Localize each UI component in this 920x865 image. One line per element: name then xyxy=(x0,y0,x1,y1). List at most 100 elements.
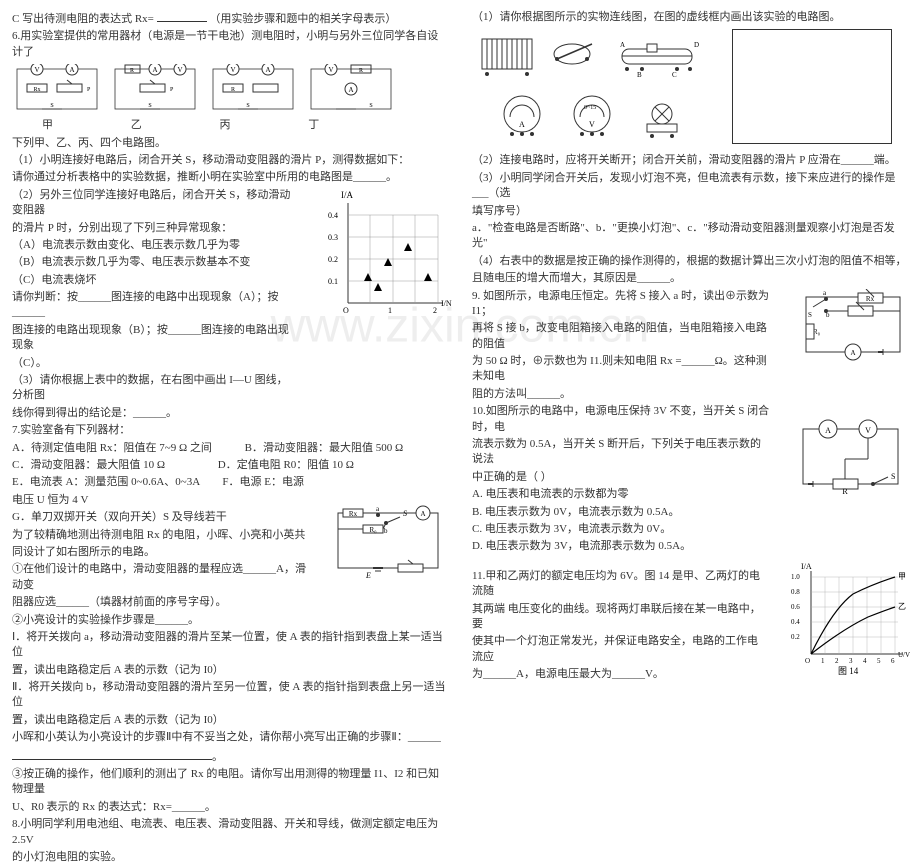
q6-1: （1）小明连接好电路后，闭合开关 S，移动滑动变阻器的滑片 P，测得数据如下： xyxy=(12,153,448,168)
r-q9d: 阻的方法叫______。 xyxy=(472,387,772,402)
q7-G: G．单刀双掷开关（双向开关）S 及导线若干 xyxy=(12,510,312,525)
circuit-ding: V R A S xyxy=(306,64,396,114)
svg-text:A: A xyxy=(265,66,270,74)
svg-text:C: C xyxy=(672,71,677,79)
svg-text:S: S xyxy=(808,311,812,319)
chart11: I/A 1.0 0.8 0.6 0.4 0.2 O 1 2 3 4 5 6 U/… xyxy=(783,559,913,679)
q6-judge2: 图连接的电路出现现象（B）；按______图连接的电路出现现象 xyxy=(12,323,292,354)
svg-text:1.0: 1.0 xyxy=(791,573,800,581)
q6-1b: 请你通过分析表格中的实验数据，推断小明在实验室中所用的电路图是______。 xyxy=(12,170,448,185)
q6-B: （B）电流表示数几乎为零、电压表示数基本不变 xyxy=(12,255,292,270)
circuits-row: V A Rx P S R A V P S V A R xyxy=(12,64,448,114)
circuit9: a Sb Rx R₀ A xyxy=(798,289,908,364)
svg-text:0.4: 0.4 xyxy=(791,618,800,626)
svg-text:R: R xyxy=(842,487,848,496)
chart11-caption: 图 14 xyxy=(838,666,859,676)
svg-text:I/A: I/A xyxy=(341,190,353,200)
q7: 7.实验室备有下列器材： xyxy=(12,423,448,438)
r-q11d: 为______A，电源电压最大为______V。 xyxy=(472,667,762,682)
r-q1: （1）请你根据图所示的实物连线图，在图的虚线框内画出该实验的电路图。 xyxy=(472,10,908,25)
right-column: （1）请你根据图所示的实物连线图，在图的虚线框内画出该实验的电路图。 A B C xyxy=(460,0,920,651)
q7-I: Ⅰ．将开关拨向 a，移动滑动变阻器的滑片至某一位置，使 A 表的指针指到表盘上某… xyxy=(12,630,448,661)
c-expression-line: C 写出待测电阻的表达式 Rx= （用实验步骤和题中的相关字母表示） xyxy=(12,10,448,27)
svg-text:B: B xyxy=(637,71,642,79)
r-q10c: 中正确的是（ ） xyxy=(472,470,772,485)
svg-text:E: E xyxy=(365,571,371,580)
svg-text:O: O xyxy=(805,657,810,665)
r-q11b: 其两端 电压变化的曲线。现将两灯串联后接在某一电路中，要 xyxy=(472,602,762,633)
svg-text:b: b xyxy=(384,527,388,535)
svg-text:A: A xyxy=(69,66,74,74)
page: C 写出待测电阻的表达式 Rx= （用实验步骤和题中的相关字母表示） 6.用实验… xyxy=(0,0,920,651)
svg-text:V: V xyxy=(589,120,595,129)
svg-text:V: V xyxy=(328,66,333,74)
q6-intro: 6.用实验室提供的常用器材（电源是一节干电池）测电阻时，小明与另外三位同学各自设… xyxy=(12,29,448,60)
svg-text:I/N: I/N xyxy=(441,299,452,308)
svg-text:a: a xyxy=(823,289,827,297)
q7-E: E．电流表 A：测量范围 0~0.6A、0~3A xyxy=(12,476,200,488)
svg-text:乙: 乙 xyxy=(898,602,906,611)
q7-A: A．待测定值电阻 Rx：阻值在 7~9 Ω 之间 xyxy=(12,442,212,454)
svg-text:A: A xyxy=(348,86,353,94)
q7-err: 小晖和小英认为小亮设计的步骤Ⅱ中有不妥当之处，请你帮小亮写出正确的步骤Ⅱ：___… xyxy=(12,730,448,745)
svg-text:0~15: 0~15 xyxy=(584,105,596,111)
circuit-labels: 甲 乙 丙 丁 xyxy=(12,118,448,133)
svg-text:0.1: 0.1 xyxy=(328,277,338,286)
svg-text:I/A: I/A xyxy=(801,562,812,571)
r-q11c: 使其中一个灯泡正常发光，并保证电路安全，电路的工作电流应 xyxy=(472,634,762,665)
r-q10: 10.如图所示的电路中，电源电压保持 3V 不变，当开关 S 闭合时，电 xyxy=(472,404,772,435)
svg-text:U/V: U/V xyxy=(898,651,910,659)
q7-q1b: 阻器应选______（填器材前面的序号字母）。 xyxy=(12,595,312,610)
svg-text:V: V xyxy=(34,66,39,74)
q7-II: Ⅱ．将开关拨向 b，移动滑动变阻器的滑片至另一位置，使 A 表的指针指到表盘上另… xyxy=(12,680,448,711)
q7-err2: 。 xyxy=(12,748,448,765)
q6-C: （C）电流表烧坏 xyxy=(12,273,292,288)
svg-text:P: P xyxy=(170,87,174,93)
svg-text:2: 2 xyxy=(835,657,839,665)
svg-text:R: R xyxy=(231,87,235,93)
q6-2b: 的滑片 P 时，分别出现了下列三种异常现象： xyxy=(12,221,292,236)
svg-text:3: 3 xyxy=(849,657,853,665)
svg-text:V: V xyxy=(230,66,235,74)
svg-text:A: A xyxy=(850,349,855,357)
left-column: C 写出待测电阻的表达式 Rx= （用实验步骤和题中的相关字母表示） 6.用实验… xyxy=(0,0,460,651)
svg-text:O: O xyxy=(343,306,349,315)
r-q11: 11.甲和乙两灯的额定电压均为 6V。图 14 是甲、乙两灯的电流随 xyxy=(472,569,762,600)
svg-text:Rx: Rx xyxy=(33,87,40,93)
r-q10-D: D. 电压表示数为 3V，电流那表示数为 0.5A。 xyxy=(472,539,772,554)
svg-text:Rx: Rx xyxy=(349,510,358,518)
svg-text:R: R xyxy=(130,68,134,74)
q6-A: （A）电流表示数由变化、电压表示数几乎为零 xyxy=(12,238,292,253)
svg-text:4: 4 xyxy=(863,657,867,665)
svg-text:S: S xyxy=(369,103,372,109)
r-q3: （3）小明同学闭合开关后，发现小灯泡不亮，但电流表有示数，接下来应进行的操作是_… xyxy=(472,171,908,202)
svg-text:D: D xyxy=(694,41,699,49)
r-q4b: 且随电压的增大而增大，其原因是______。 xyxy=(472,271,908,286)
c-text: C 写出待测电阻的表达式 Rx= xyxy=(12,13,157,25)
svg-text:1: 1 xyxy=(821,657,825,665)
q7-D: D．定值电阻 R0：阻值 10 Ω xyxy=(218,459,354,471)
q7-q3b: U、R0 表示的 Rx 的表达式：Rx=______。 xyxy=(12,800,448,815)
lbl-bing: 丙 xyxy=(220,119,231,131)
circuit-draw-box xyxy=(732,29,892,144)
r-q3b: 填写序号） xyxy=(472,204,908,219)
q7-C: C．滑动变阻器：最大阻值 10 Ω xyxy=(12,459,165,471)
lbl-ding: 丁 xyxy=(308,119,319,131)
svg-text:0.6: 0.6 xyxy=(791,603,800,611)
q7-V: 电压 U 恒为 4 V xyxy=(12,493,312,508)
q6-desc: 下列甲、乙、丙、四个电路图。 xyxy=(12,136,448,151)
r-q10-C: C. 电压表示数为 3V，电流表示数为 0V。 xyxy=(472,522,772,537)
q7-q3: ③按正确的操作，他们顺利的测出了 Rx 的电阻。请你写出用测得的物理量 I1、I… xyxy=(12,767,448,798)
c-suffix: （用实验步骤和题中的相关字母表示） xyxy=(209,13,396,25)
r-q4: （4）右表中的数据是按正确的操作测得的，根据的数据计算出三次小灯泡的阻值不相等， xyxy=(472,254,908,269)
q6-judge3: （C）。 xyxy=(12,356,292,371)
r-q3-a: a．"检查电路是否断路"、b．"更换小灯泡"、c．"移动滑动变阻器测量观察小灯泡… xyxy=(472,221,908,252)
devices-row: A B C D A 0~15 V xyxy=(472,29,908,149)
r-q10-A: A. 电压表和电流表的示数都为零 xyxy=(472,487,772,502)
q6-3b: 线你得到得出的结论是：______。 xyxy=(12,406,292,421)
q6-3: （3）请你根据上表中的数据，在右图中画出 I—U 图线，分析图 xyxy=(12,373,292,404)
q7-desc2: 同设计了如右图所示的电路。 xyxy=(12,545,312,560)
svg-text:S: S xyxy=(246,103,249,109)
svg-text:6: 6 xyxy=(891,657,895,665)
svg-text:0.3: 0.3 xyxy=(328,233,338,242)
